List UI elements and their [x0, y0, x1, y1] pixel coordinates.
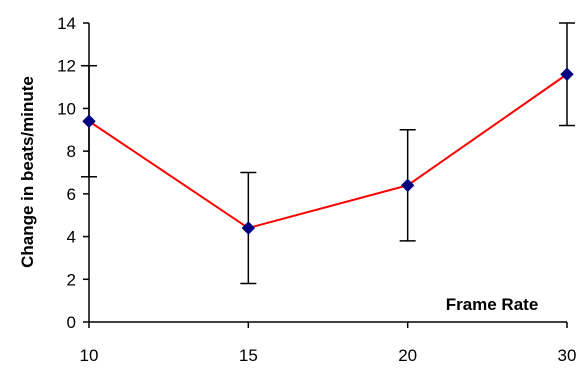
data-point-marker [400, 178, 415, 193]
x-tick-label: 20 [398, 346, 417, 365]
x-tick-label: 15 [239, 346, 258, 365]
y-tick-label: 8 [67, 142, 76, 161]
y-tick-label: 12 [57, 57, 76, 76]
data-point-marker [241, 221, 256, 235]
y-tick-label: 2 [67, 270, 76, 289]
y-tick-label: 10 [57, 99, 76, 118]
y-tick-label: 6 [67, 185, 76, 204]
series [88, 73, 568, 230]
x-tick-label: 30 [558, 346, 577, 365]
error-bars [81, 22, 575, 285]
y-ticks: 0 2 4 6 8 10 12 14 [57, 14, 89, 332]
markers [82, 67, 574, 235]
y-tick-label: 0 [67, 313, 76, 332]
axes [88, 23, 567, 323]
x-ticks: 10 15 20 30 [80, 322, 577, 365]
y-tick-label: 14 [57, 14, 76, 33]
x-tick-label: 10 [80, 346, 99, 365]
x-axis-title: Frame Rate [446, 295, 539, 314]
data-point-marker [560, 67, 574, 81]
data-point-marker [82, 114, 96, 128]
series-line [88, 73, 568, 230]
y-axis-title: Change in beats/minute [18, 76, 37, 268]
y-tick-label: 4 [67, 228, 76, 247]
